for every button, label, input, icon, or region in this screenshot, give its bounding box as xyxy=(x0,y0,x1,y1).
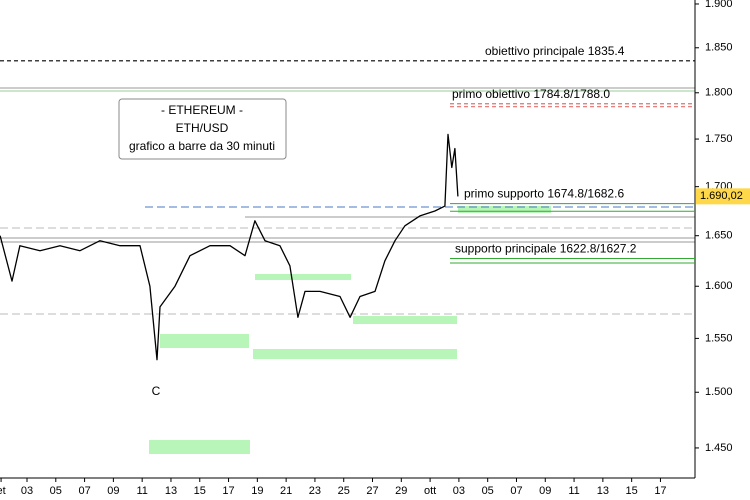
y-tick-label: 1.800 xyxy=(705,87,733,99)
y-tick-label: 1.550 xyxy=(705,332,733,344)
x-tick-label: 09 xyxy=(539,485,551,497)
x-tick-label: 13 xyxy=(597,485,609,497)
zone xyxy=(160,334,249,348)
zone xyxy=(255,274,351,280)
price-line xyxy=(0,133,459,361)
y-tick-label: 1.500 xyxy=(705,386,733,398)
x-tick-label: et xyxy=(0,485,6,497)
x-tick-label: 15 xyxy=(194,485,206,497)
y-tick-label: 1.650 xyxy=(705,230,733,242)
zones xyxy=(149,206,551,454)
x-tick-label: 17 xyxy=(222,485,234,497)
level-label: obiettivo principale 1835.4 xyxy=(485,44,625,58)
x-tick-label: 03 xyxy=(21,485,33,497)
info-line: grafico a barre da 30 minuti xyxy=(129,139,275,153)
last-price-box xyxy=(696,188,750,205)
x-tick-label: 09 xyxy=(107,485,119,497)
x-tick-label: 11 xyxy=(136,485,147,497)
y-tick-label: 1.600 xyxy=(705,280,733,292)
zone xyxy=(149,440,250,454)
info-box-frame xyxy=(118,98,287,160)
info-line: ETH/USD xyxy=(176,121,229,135)
x-tick-label: 11 xyxy=(568,485,579,497)
x-tick-label: 05 xyxy=(50,485,62,497)
annotation: C xyxy=(152,384,161,398)
x-tick-label: 21 xyxy=(280,485,292,497)
y-tick-label: 1.750 xyxy=(705,133,733,145)
level-label: supporto principale 1622.8/1627.2 xyxy=(455,242,637,256)
last-price-label: 1.690,02 xyxy=(700,190,743,202)
y-tick-label: 1.850 xyxy=(705,42,733,54)
y-tick-label: 1.900 xyxy=(705,0,733,10)
y-tick-label: 1.450 xyxy=(705,442,733,454)
x-tick-label: 27 xyxy=(366,485,378,497)
x-tick-label: 17 xyxy=(654,485,666,497)
x-tick-label: 15 xyxy=(626,485,638,497)
zone xyxy=(253,349,457,359)
x-tick-label: 07 xyxy=(78,485,90,497)
x-tick-label: 13 xyxy=(165,485,177,497)
x-tick-label: ott xyxy=(424,485,436,497)
x-tick-label: 07 xyxy=(510,485,522,497)
zone xyxy=(353,316,457,324)
x-tick-label: 19 xyxy=(251,485,263,497)
level-label: primo obiettivo 1784.8/1788.0 xyxy=(452,87,610,101)
x-tick-label: 29 xyxy=(395,485,407,497)
x-tick-label: 05 xyxy=(482,485,494,497)
x-tick-label: 03 xyxy=(453,485,465,497)
info-line: - ETHEREUM - xyxy=(161,103,243,117)
info-box: - ETHEREUM - ETH/USD grafico a barre da … xyxy=(118,98,287,160)
level-label: primo supporto 1674.8/1682.6 xyxy=(464,187,624,201)
x-tick-label: 23 xyxy=(309,485,321,497)
zone xyxy=(458,206,551,213)
x-tick-label: 25 xyxy=(338,485,350,497)
reference-lines xyxy=(0,87,695,315)
